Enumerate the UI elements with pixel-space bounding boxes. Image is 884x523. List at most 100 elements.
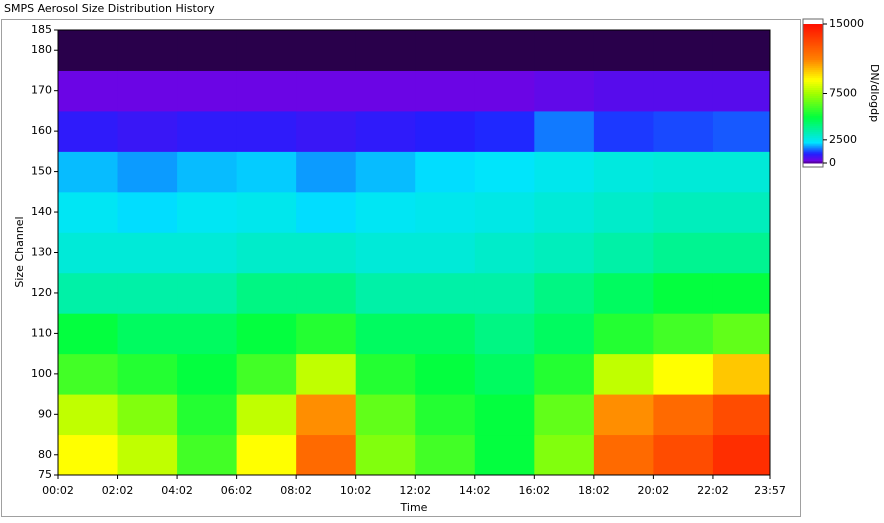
colorbar-segment [803,99,823,102]
heatmap-cell [474,232,535,274]
heatmap-cell [355,30,416,71]
y-tick-label: 160 [31,124,52,137]
heatmap-cell [58,232,119,274]
chart-title: SMPS Aerosol Size Distribution History [4,2,215,15]
heatmap-cell [296,272,357,314]
colorbar-segment [803,143,823,146]
heatmap-cell [58,353,119,395]
colorbar-segment [803,113,823,116]
heatmap-cell [355,434,416,476]
colorbar-segment [803,89,823,93]
y-tick-label: 120 [31,286,52,299]
heatmap-cell [474,353,535,395]
y-tick-label: 170 [31,84,52,97]
colorbar-segment [803,73,823,77]
heatmap-cell [355,313,416,355]
colorbar-segment [803,35,823,39]
heatmap-cell [355,110,416,152]
heatmap-cell [177,394,238,436]
colorbar-segment [803,161,823,164]
colorbar-segment [803,67,823,71]
colorbar-segment [803,49,823,53]
heatmap-cell [534,110,595,152]
heatmap-cell [593,272,654,314]
heatmap-cell [474,434,535,476]
x-axis-title: Time [400,501,428,514]
heatmap-cell [653,232,714,274]
x-tick-label: 02:02 [102,484,134,497]
heatmap-cell [236,434,297,476]
heatmap-cell [653,110,714,152]
heatmap-cell [653,70,714,112]
heatmap-cell [355,272,416,314]
colorbar-segment [803,45,823,49]
colorbar-segment [803,53,823,57]
x-tick-label: 08:02 [280,484,312,497]
colorbar-segment [803,81,823,85]
heatmap-cell [355,191,416,233]
colorbar-segment [803,57,823,61]
y-tick-label: 75 [38,468,52,481]
heatmap-cell [177,272,238,314]
y-tick-label: 180 [31,43,52,56]
heatmap-cell [236,232,297,274]
heatmap-cell [653,313,714,355]
colorbar-segment [803,127,823,130]
y-tick-label: 185 [31,23,52,36]
y-axis-title: Size Channel [13,216,26,287]
heatmap-cell [58,30,119,71]
colorbar-segment [803,61,823,65]
colorbar-segment [803,109,823,112]
heatmap-cell [236,272,297,314]
heatmap-cell [117,191,178,233]
heatmap-cell [177,353,238,395]
heatmap-cell [474,110,535,152]
heatmap-cell [534,272,595,314]
heatmap-cell [712,232,771,274]
heatmap-cell [117,30,178,71]
colorbar-segment [803,147,823,150]
colorbar-segment [803,91,823,94]
heatmap-cell [653,394,714,436]
heatmap-cell [712,313,771,355]
colorbar-segment [803,155,823,158]
colorbar-segment [803,63,823,67]
y-tick-label: 110 [31,326,52,339]
heatmap-cell [177,191,238,233]
heatmap-cell [296,434,357,476]
colorbar-segment [803,24,823,27]
x-tick-label: 10:02 [340,484,372,497]
colorbar-segment [803,37,823,41]
heatmap-cell [58,434,119,476]
colorbar-segment [803,87,823,91]
heatmap-cell [415,353,476,395]
heatmap-cell [534,394,595,436]
heatmap-cell [236,313,297,355]
colorbar-segment [803,41,823,45]
heatmap-cell [534,191,595,233]
heatmap-cell [296,353,357,395]
heatmap-cell [117,313,178,355]
colorbar-segment [803,133,823,136]
colorbar-segment [803,125,823,128]
heatmap-cell [117,151,178,193]
heatmap-cell [474,313,535,355]
colorbar-title: DN/dlogdp [868,64,881,122]
y-tick-label: 90 [38,407,52,420]
heatmap-cell [534,313,595,355]
x-tick-label: 23:57 [754,484,786,497]
x-tick-label: 16:02 [518,484,550,497]
colorbar-segment [803,129,823,132]
heatmap-cell [117,232,178,274]
colorbar-segment [803,79,823,83]
colorbar-segment [803,69,823,73]
colorbar-tick-label: 0 [829,156,836,169]
heatmap-cell [296,232,357,274]
colorbar-segment [803,83,823,87]
heatmap-cell [653,30,714,71]
heatmap-cell [236,30,297,71]
frame [1,19,801,517]
colorbar-segment [803,131,823,134]
heatmap-cell [236,110,297,152]
